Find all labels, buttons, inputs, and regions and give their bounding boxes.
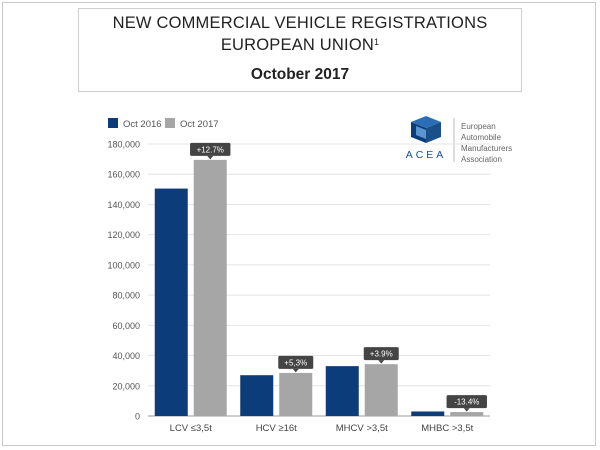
acea-acronym: ACEA — [406, 149, 447, 161]
change-label: +3.9% — [370, 350, 393, 359]
change-badge-pointer — [378, 360, 385, 364]
logo-name-line-4: Association — [461, 155, 502, 164]
legend-swatch-oct-2016 — [108, 118, 118, 128]
chart-title-line-2: EUROPEAN UNION1 — [79, 36, 521, 55]
x-category-label: LCV ≤3,5t — [170, 423, 213, 434]
y-tick-label: 120,000 — [107, 230, 140, 240]
change-badge — [446, 395, 487, 409]
bar-oct-2016 — [240, 375, 274, 416]
bar-oct-2017 — [450, 412, 484, 416]
change-badge — [190, 142, 231, 156]
change-label: -13.4% — [454, 398, 479, 407]
y-tick-label: 20,000 — [112, 381, 140, 391]
bar-oct-2016 — [154, 188, 188, 416]
y-tick-label: 100,000 — [107, 260, 140, 270]
y-tick-label: 60,000 — [112, 321, 140, 331]
bar-oct-2017 — [193, 159, 227, 416]
y-tick-label: 160,000 — [107, 170, 140, 180]
logo-name-line-1: European — [461, 122, 496, 131]
chart-subtitle-date: October 2017 — [250, 66, 350, 83]
change-badge-pointer — [463, 408, 470, 412]
bar-oct-2017 — [279, 372, 313, 416]
x-category-label: HCV ≥16t — [256, 423, 297, 434]
x-category-label: MHCV >3,5t — [336, 423, 388, 434]
bar-oct-2016 — [411, 411, 445, 416]
chart-title-region: EUROPEAN UNION — [220, 36, 374, 54]
y-tick-label: 80,000 — [112, 291, 140, 301]
change-label: +12.7% — [197, 145, 224, 154]
change-label: +5,3% — [284, 358, 307, 367]
bar-oct-2016 — [325, 366, 359, 416]
plot-area: 0 20,000 40,000 60,000 80,000 100,000 120,000 1… — [107, 140, 490, 434]
bar-oct-2017 — [364, 364, 398, 416]
change-badge-pointer — [207, 155, 214, 160]
acea-logo: ACEA European Automobile Manufacturers A… — [406, 116, 512, 164]
logo-name-line-3: Manufacturers — [461, 144, 512, 153]
legend-swatch-oct-2017 — [165, 118, 175, 128]
legend-label-oct-2017: Oct 2017 — [180, 119, 219, 130]
y-tick-label: 140,000 — [107, 200, 140, 210]
logo-name-line-2: Automobile — [461, 133, 502, 142]
y-tick-label: 40,000 — [112, 351, 140, 361]
change-badge-pointer — [292, 368, 299, 373]
y-tick-label: 0 — [135, 412, 140, 422]
acea-cube-icon — [411, 116, 441, 143]
image-frame — [2, 2, 596, 446]
x-category-label: MHBC >3,5t — [421, 423, 473, 434]
title-box: NEW COMMERCIAL VEHICLE REGISTRATIONS EUR… — [78, 8, 522, 92]
change-badge — [278, 355, 314, 369]
y-tick-label: 180,000 — [107, 140, 140, 150]
footnote-marker: 1 — [373, 37, 380, 47]
legend-label-oct-2016: Oct 2016 — [123, 119, 162, 130]
change-badge — [363, 347, 399, 361]
chart-title-line-1: NEW COMMERCIAL VEHICLE REGISTRATIONS — [112, 14, 488, 32]
